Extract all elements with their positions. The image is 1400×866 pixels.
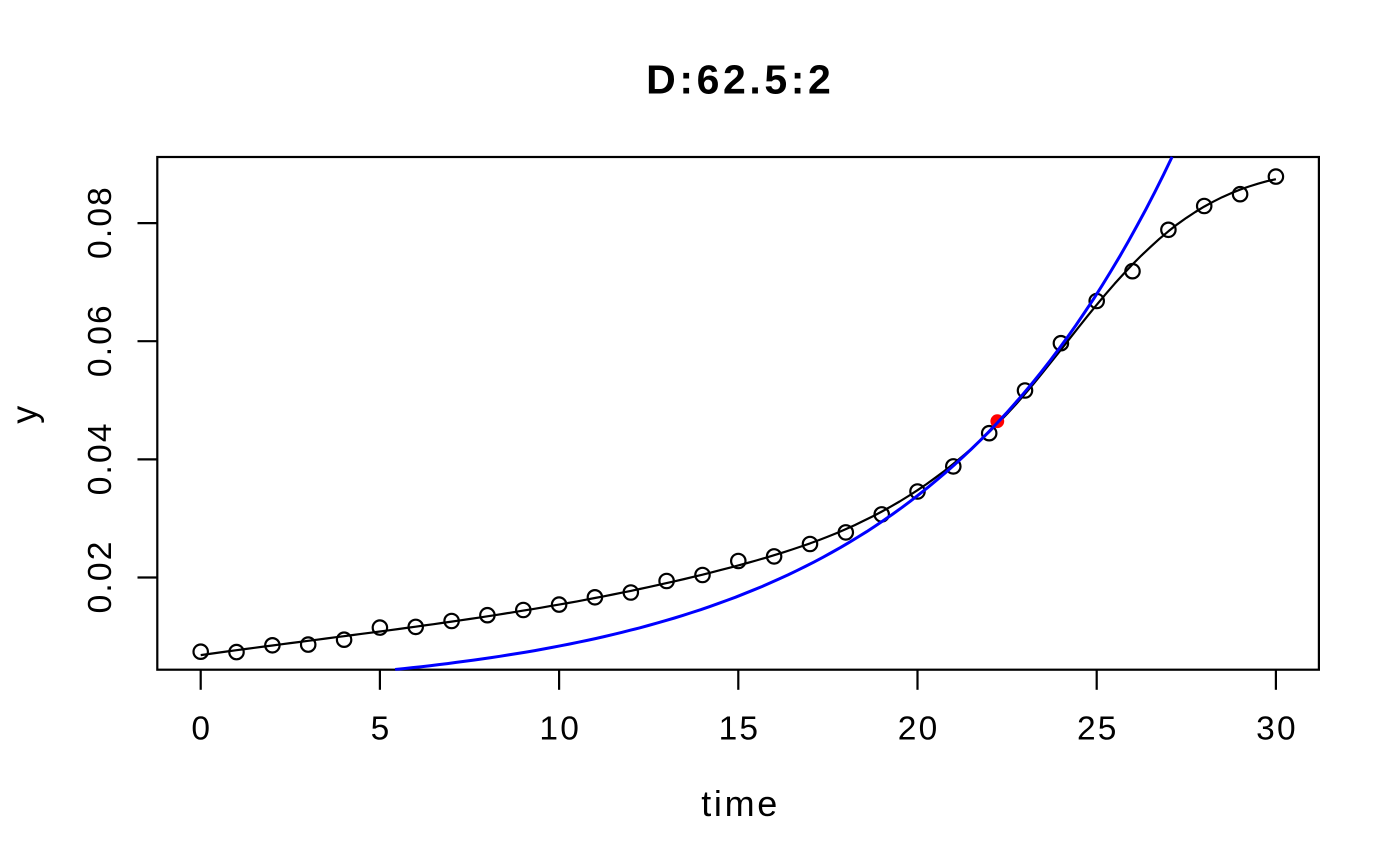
svg-text:15: 15 xyxy=(719,711,761,748)
svg-text:30: 30 xyxy=(1256,711,1298,748)
svg-text:25: 25 xyxy=(1077,711,1119,748)
svg-text:D:62.5:2: D:62.5:2 xyxy=(646,57,834,103)
svg-text:0.06: 0.06 xyxy=(82,303,119,377)
svg-text:0.08: 0.08 xyxy=(82,185,119,259)
svg-text:y: y xyxy=(4,403,45,424)
svg-text:20: 20 xyxy=(898,711,940,748)
svg-text:5: 5 xyxy=(371,711,392,748)
svg-text:0.02: 0.02 xyxy=(82,539,119,613)
svg-text:time: time xyxy=(701,783,780,824)
svg-text:0: 0 xyxy=(191,711,212,748)
svg-text:0.04: 0.04 xyxy=(82,421,119,495)
svg-text:10: 10 xyxy=(539,711,581,748)
